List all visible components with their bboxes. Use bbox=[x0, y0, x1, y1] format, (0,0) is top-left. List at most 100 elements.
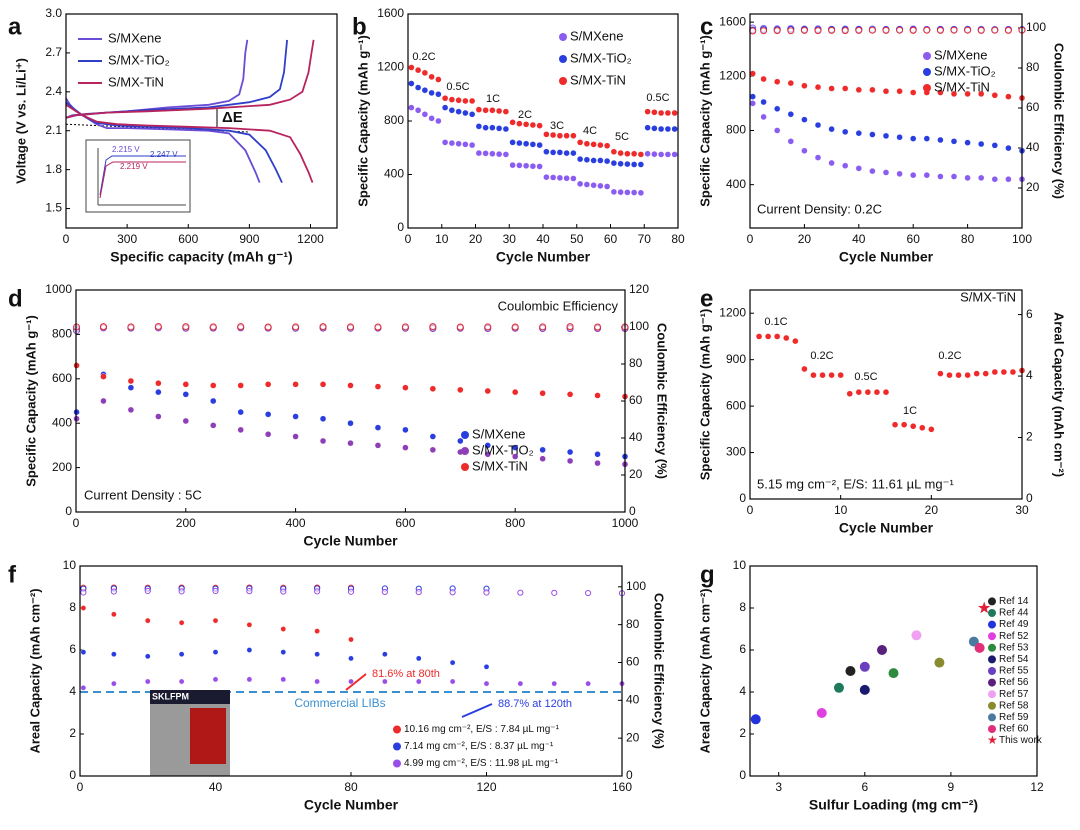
x-tick-label: 80 bbox=[961, 232, 975, 246]
point bbox=[630, 189, 638, 196]
point bbox=[877, 645, 888, 655]
point bbox=[810, 371, 817, 379]
point bbox=[502, 108, 510, 115]
point bbox=[671, 109, 678, 117]
point bbox=[111, 611, 117, 618]
y2-tick-label: 80 bbox=[629, 356, 643, 370]
y-tick-label: 8 bbox=[739, 600, 746, 614]
y-axis-label: Specific Capacity (mAh g⁻¹) bbox=[697, 35, 712, 207]
point bbox=[873, 388, 881, 396]
y-tick-label: 800 bbox=[726, 123, 746, 137]
ce-point bbox=[314, 588, 321, 595]
x-axis-label: Cycle Number bbox=[303, 533, 398, 549]
y-tick-label: 400 bbox=[52, 415, 72, 429]
point bbox=[991, 368, 998, 376]
point bbox=[787, 138, 794, 145]
y-tick-label: 6 bbox=[69, 642, 76, 656]
point bbox=[783, 334, 790, 342]
point bbox=[637, 151, 645, 158]
point bbox=[182, 391, 190, 398]
legend-label: Ref 58 bbox=[999, 700, 1029, 711]
y2-tick-label: 40 bbox=[1026, 140, 1040, 154]
x-tick-label: 900 bbox=[239, 232, 259, 246]
legend-label: Ref 52 bbox=[999, 631, 1029, 642]
x-tick-label: 0 bbox=[73, 516, 80, 530]
point bbox=[435, 117, 442, 125]
point bbox=[549, 149, 557, 156]
point bbox=[583, 140, 591, 147]
ce-point bbox=[814, 27, 822, 35]
x-tick-label: 1200 bbox=[297, 232, 324, 246]
y2-tick-label: 100 bbox=[629, 319, 649, 333]
panel-letter: a bbox=[8, 13, 22, 40]
point bbox=[178, 651, 185, 658]
point bbox=[585, 680, 591, 687]
point bbox=[449, 659, 456, 666]
plot-frame bbox=[79, 565, 623, 777]
point bbox=[556, 149, 564, 156]
point bbox=[509, 119, 516, 126]
point bbox=[828, 371, 835, 379]
point bbox=[212, 617, 219, 624]
legend-swatch bbox=[393, 742, 401, 751]
point bbox=[590, 141, 597, 148]
point bbox=[448, 96, 456, 103]
annotation: 0.2C bbox=[938, 350, 961, 362]
x-tick-label: 6 bbox=[861, 780, 868, 794]
point bbox=[448, 139, 456, 147]
point bbox=[630, 161, 638, 168]
point bbox=[859, 661, 870, 672]
photo-header bbox=[150, 690, 230, 704]
point bbox=[468, 111, 476, 118]
ce-point bbox=[909, 26, 917, 34]
point bbox=[991, 92, 998, 99]
x-tick-label: 60 bbox=[604, 232, 618, 246]
legend-swatch bbox=[988, 667, 996, 675]
point bbox=[484, 387, 491, 395]
point bbox=[597, 157, 604, 164]
y-tick-label: 800 bbox=[384, 113, 404, 127]
y-tick-label: 600 bbox=[726, 398, 746, 412]
point bbox=[382, 651, 388, 658]
point bbox=[462, 109, 469, 117]
annotation: 0.5C bbox=[854, 371, 877, 383]
legend-label: S/MX-TiO₂ bbox=[108, 52, 170, 67]
point bbox=[910, 135, 917, 142]
point bbox=[833, 682, 844, 693]
point bbox=[864, 388, 872, 396]
legend-swatch bbox=[559, 77, 567, 85]
point bbox=[896, 88, 903, 95]
x-tick-label: 70 bbox=[638, 232, 652, 246]
annotation: 2.219 V bbox=[120, 162, 148, 171]
point bbox=[594, 451, 601, 458]
point bbox=[978, 90, 985, 98]
y2-tick-label: 80 bbox=[626, 617, 640, 631]
ce-point bbox=[896, 26, 904, 34]
ce-point bbox=[246, 588, 253, 595]
reference-label: Commercial LIBs bbox=[294, 696, 385, 710]
point bbox=[428, 89, 435, 97]
point bbox=[374, 442, 382, 449]
point bbox=[978, 140, 985, 148]
point bbox=[421, 111, 429, 118]
x-tick-label: 0 bbox=[747, 503, 754, 517]
legend-swatch bbox=[988, 725, 996, 733]
x-tick-label: 80 bbox=[344, 780, 358, 794]
panel: c 0 20 40 60 80 100 400 800 1200 1600 20 40 60 80 100 Cy… bbox=[697, 13, 1066, 264]
point bbox=[882, 388, 890, 396]
point bbox=[246, 622, 253, 628]
ce-point bbox=[415, 589, 422, 596]
point bbox=[749, 70, 756, 77]
point bbox=[617, 188, 624, 196]
point bbox=[896, 134, 903, 141]
panel-letter: g bbox=[700, 561, 715, 588]
y-tick-label: 1600 bbox=[719, 14, 746, 28]
point bbox=[814, 154, 822, 161]
legend-label: S/MXene bbox=[472, 426, 525, 441]
legend-swatch bbox=[988, 643, 996, 652]
y-tick-label: 800 bbox=[52, 327, 72, 341]
ce-point bbox=[264, 323, 272, 331]
point bbox=[314, 651, 320, 658]
ce-point bbox=[347, 323, 354, 331]
